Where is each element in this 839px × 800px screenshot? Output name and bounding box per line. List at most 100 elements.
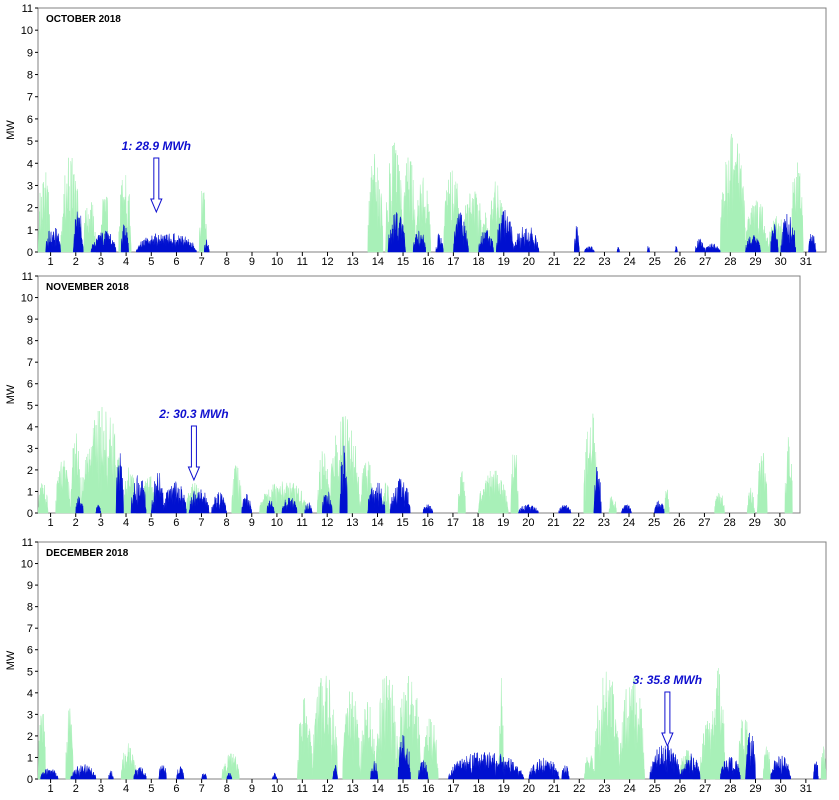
- burst-blue: [422, 504, 434, 514]
- x-tick-label: 25: [649, 256, 661, 268]
- x-tick-label: 20: [523, 783, 535, 795]
- x-tick-label: 26: [674, 783, 686, 795]
- x-tick-label: 7: [199, 256, 205, 268]
- burst-green: [820, 746, 827, 780]
- y-tick-label: 2: [27, 465, 33, 477]
- burst-blue: [150, 473, 164, 514]
- burst-blue: [369, 761, 379, 780]
- x-tick-label: 18: [472, 517, 484, 529]
- x-tick-label: 16: [422, 783, 434, 795]
- burst-green: [37, 483, 49, 514]
- burst-blue: [266, 500, 275, 514]
- burst-blue: [616, 246, 620, 253]
- x-tick-label: 5: [148, 517, 154, 529]
- x-tick-label: 20: [523, 256, 535, 268]
- burst-blue: [397, 735, 411, 780]
- burst-green: [83, 202, 97, 253]
- burst-blue: [40, 768, 59, 780]
- burst-green: [231, 465, 242, 514]
- burst-blue: [158, 765, 167, 780]
- burst-blue: [135, 233, 197, 253]
- y-tick-label: 1: [27, 225, 33, 237]
- y-tick-label: 11: [22, 271, 33, 283]
- burst-green: [55, 460, 71, 514]
- x-tick-label: 30: [774, 517, 786, 529]
- burst-blue: [561, 765, 570, 780]
- x-tick-label: 12: [321, 517, 333, 529]
- x-tick-label: 21: [547, 517, 559, 529]
- burst-green: [37, 714, 46, 780]
- plot-frame: [37, 275, 801, 514]
- x-tick-label: 17: [447, 517, 459, 529]
- x-tick-label: 19: [497, 517, 509, 529]
- burst-green: [316, 451, 330, 514]
- x-tick-label: 23: [598, 256, 610, 268]
- x-tick-label: 30: [775, 783, 787, 795]
- burst-green: [359, 702, 376, 780]
- burst-blue: [647, 246, 651, 253]
- y-tick-label: 3: [27, 443, 33, 455]
- burst-blue: [513, 227, 540, 253]
- y-tick-label: 3: [27, 180, 33, 192]
- x-tick-label: 19: [498, 783, 510, 795]
- y-tick-label: 7: [27, 623, 33, 635]
- x-tick-label: 8: [224, 517, 230, 529]
- burst-green: [790, 162, 804, 253]
- y-tick-label: 8: [27, 602, 33, 614]
- x-tick-label: 4: [123, 256, 129, 268]
- burst-blue: [241, 494, 253, 514]
- burst-green: [385, 142, 404, 253]
- burst-blue: [115, 453, 124, 514]
- burst-blue: [176, 766, 185, 780]
- y-tick-label: 5: [27, 400, 33, 412]
- burst-blue: [720, 756, 741, 780]
- burst-blue: [45, 227, 61, 253]
- burst-green: [375, 675, 399, 780]
- x-tick-label: 31: [800, 783, 812, 795]
- x-tick-label: 9: [249, 256, 255, 268]
- burst-blue: [321, 491, 333, 514]
- burst-blue: [95, 504, 102, 514]
- x-tick-label: 10: [271, 256, 283, 268]
- x-tick-label: 7: [198, 517, 204, 529]
- x-tick-label: 27: [699, 256, 711, 268]
- x-tick-label: 27: [698, 517, 710, 529]
- x-tick-label: 20: [522, 517, 534, 529]
- burst-blue: [704, 243, 721, 253]
- x-tick-label: 14: [371, 517, 383, 529]
- y-tick-label: 4: [27, 158, 33, 170]
- burst-green: [756, 453, 768, 514]
- burst-green: [720, 133, 746, 253]
- y-tick-label: 8: [27, 336, 33, 348]
- burst-green: [709, 668, 726, 780]
- burst-green: [367, 153, 384, 253]
- burst-green: [714, 492, 725, 514]
- y-axis-label: MW: [5, 120, 17, 140]
- y-tick-label: 5: [27, 136, 33, 148]
- chart-title: DECEMBER 2018: [46, 548, 129, 559]
- burst-blue: [780, 214, 797, 253]
- x-tick-label: 24: [624, 783, 636, 795]
- x-tick-label: 23: [598, 517, 610, 529]
- y-tick-label: 6: [27, 645, 33, 657]
- burst-blue: [558, 505, 572, 514]
- x-tick-label: 28: [723, 517, 735, 529]
- burst-blue: [108, 770, 114, 780]
- y-tick-label: 11: [22, 537, 33, 549]
- y-tick-label: 10: [21, 559, 33, 571]
- burst-blue: [211, 492, 227, 514]
- burst-green: [70, 433, 82, 514]
- x-tick-label: 15: [397, 783, 409, 795]
- x-tick-label: 7: [199, 783, 205, 795]
- burst-green: [402, 157, 416, 253]
- burst-blue: [203, 239, 210, 253]
- x-tick-label: 29: [749, 256, 761, 268]
- burst-blue: [649, 745, 681, 780]
- burst-blue: [271, 772, 278, 780]
- x-tick-label: 15: [397, 256, 409, 268]
- burst-green: [663, 489, 670, 514]
- x-tick-label: 28: [724, 783, 736, 795]
